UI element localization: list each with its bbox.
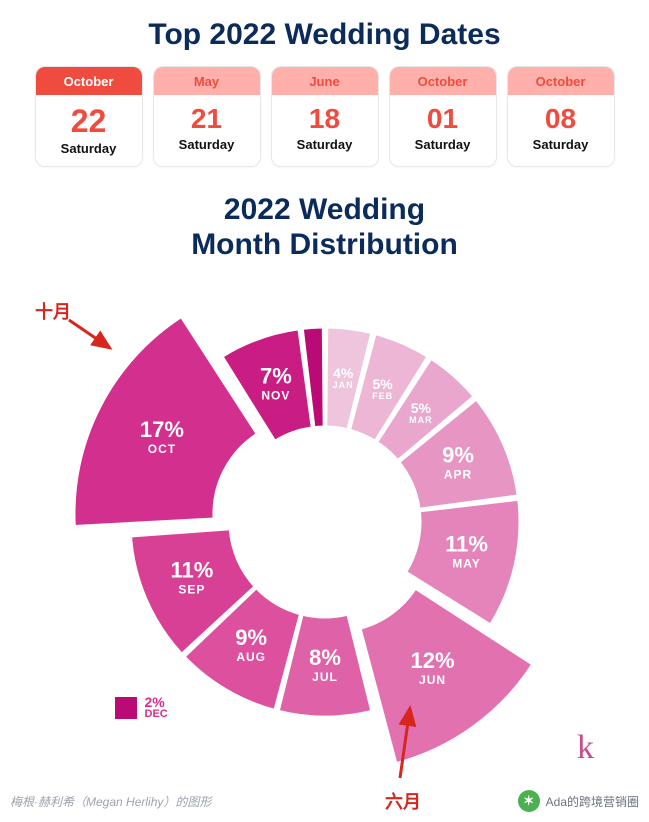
date-card-month: May: [154, 67, 260, 95]
annotation-june-text: 六月: [385, 792, 421, 812]
slice-label-month: MAR: [409, 415, 433, 425]
slice-label-pct: 4%: [333, 365, 354, 381]
donut-chart: 4%JAN5%FEB5%MAR9%APR11%MAY12%JUN8%JUL9%A…: [45, 262, 605, 762]
slice-label-pct: 5%: [410, 400, 431, 416]
date-card-dow: Saturday: [508, 137, 614, 152]
slice-label-pct: 5%: [372, 376, 393, 392]
annotation-october-text: 十月: [35, 302, 71, 322]
date-card-dow: Saturday: [272, 137, 378, 152]
date-card-dow: Saturday: [36, 141, 142, 156]
slice-label-month: JUL: [312, 670, 338, 684]
date-card-2: June 18 Saturday: [271, 66, 379, 167]
top-title-text: Top 2022 Wedding Dates: [148, 18, 500, 51]
slice-label-pct: 12%: [410, 648, 454, 673]
legend-dec-swatch: [115, 697, 137, 719]
date-card-month: October: [36, 67, 142, 95]
slice-label-pct: 11%: [445, 532, 488, 557]
slice-label-month: SEP: [178, 583, 205, 597]
date-card-month: October: [390, 67, 496, 95]
annotation-june: 六月: [385, 788, 421, 814]
date-card-day: 18: [272, 105, 378, 133]
date-card-dow: Saturday: [154, 137, 260, 152]
slice-jun: [360, 588, 533, 763]
slice-label-month: OCT: [147, 442, 175, 456]
slice-label-month: APR: [443, 467, 471, 481]
chart-title-line1: 2022 Wedding: [0, 193, 649, 228]
date-card-day: 01: [390, 105, 496, 133]
slice-label-month: AUG: [236, 650, 266, 664]
legend-dec-text: 2% DEC: [145, 695, 168, 720]
slice-label-month: NOV: [261, 389, 290, 403]
top-title: Top 2022 Wedding Dates: [0, 18, 649, 52]
slice-label-pct: 8%: [309, 645, 341, 670]
legend-dec-label: DEC: [145, 709, 168, 720]
chart-title: 2022 Wedding Month Distribution: [0, 193, 649, 262]
wechat-logo-icon: ✶: [518, 790, 540, 812]
date-card-month: June: [272, 67, 378, 95]
credit-text: 梅根·赫利希（Megan Herlihy）的图形: [10, 793, 211, 810]
date-card-3: October 01 Saturday: [389, 66, 497, 167]
date-card-4: October 08 Saturday: [507, 66, 615, 167]
date-card-0: October 22 Saturday: [35, 66, 143, 167]
slice-label-month: FEB: [372, 391, 393, 401]
date-card-1: May 21 Saturday: [153, 66, 261, 167]
date-card-day: 08: [508, 105, 614, 133]
slice-label-pct: 11%: [170, 558, 213, 583]
date-card-dow: Saturday: [390, 137, 496, 152]
legend-dec-pct: 2%: [145, 695, 168, 709]
legend-dec: 2% DEC: [115, 695, 168, 720]
slice-label-month: JUN: [419, 673, 446, 687]
annotation-october: 十月: [35, 298, 71, 324]
date-card-day: 21: [154, 105, 260, 133]
slice-label-pct: 17%: [139, 417, 183, 442]
slice-label-pct: 7%: [259, 364, 291, 389]
date-card-month: October: [508, 67, 614, 95]
date-card-day: 22: [36, 105, 142, 137]
watermark: ✶ Ada的跨境营销圈: [518, 790, 639, 812]
chart-title-line2: Month Distribution: [0, 228, 649, 263]
slice-label-month: MAY: [452, 557, 481, 571]
slice-label-pct: 9%: [235, 625, 267, 650]
date-cards-row: October 22 Saturday May 21 Saturday June 18 Satu…: [0, 66, 649, 167]
slice-label-pct: 9%: [442, 442, 474, 467]
slice-label-month: JAN: [332, 380, 353, 390]
signature-mark: k: [577, 729, 594, 767]
watermark-text: Ada的跨境营销圈: [546, 793, 639, 810]
